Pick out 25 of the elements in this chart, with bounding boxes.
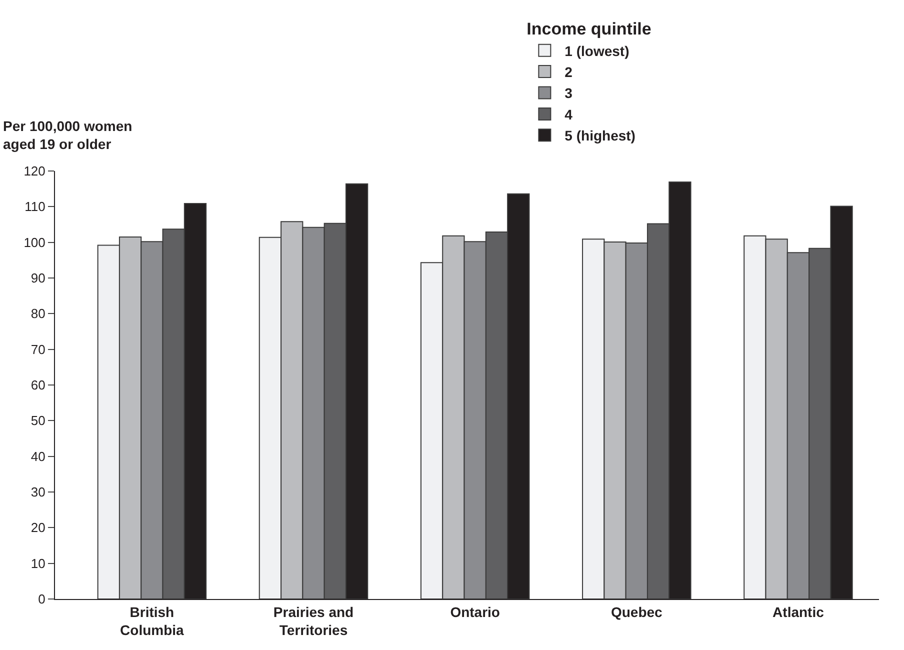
x-tick-label: Ontario xyxy=(450,604,500,620)
y-tick-label: 50 xyxy=(30,413,46,428)
y-tick-label: 70 xyxy=(30,342,46,357)
legend-label: 3 xyxy=(564,85,573,102)
y-tick-label: 80 xyxy=(30,306,46,322)
x-tick-label: British Columbia xyxy=(120,604,184,638)
x-tick-label: Quebec xyxy=(610,604,663,620)
y-axis-title: Per 100,000 women aged 19 or older xyxy=(3,118,132,152)
y-tick-label: 20 xyxy=(30,520,46,536)
y-tick-label: 40 xyxy=(30,448,46,464)
y-tick-label: 110 xyxy=(24,199,46,214)
y-tick-label: 120 xyxy=(24,164,46,179)
y-tick-label: 100 xyxy=(24,234,46,250)
legend-label: 5 (highest) xyxy=(564,128,636,144)
x-tick-label: Atlantic xyxy=(772,604,824,620)
y-tick-label: 90 xyxy=(30,270,46,286)
legend-label: 4 xyxy=(564,106,573,122)
legend-label: 2 xyxy=(564,64,573,80)
legend-title: Income quintile xyxy=(526,20,652,39)
y-tick-label: 30 xyxy=(30,484,46,500)
x-tick-label: Prairies and Territories xyxy=(273,604,354,638)
y-tick-label: 60 xyxy=(30,378,46,393)
y-tick-label: 10 xyxy=(30,556,46,571)
y-tick-label: 0 xyxy=(38,592,46,607)
legend-label: 1 (lowest) xyxy=(564,42,630,59)
